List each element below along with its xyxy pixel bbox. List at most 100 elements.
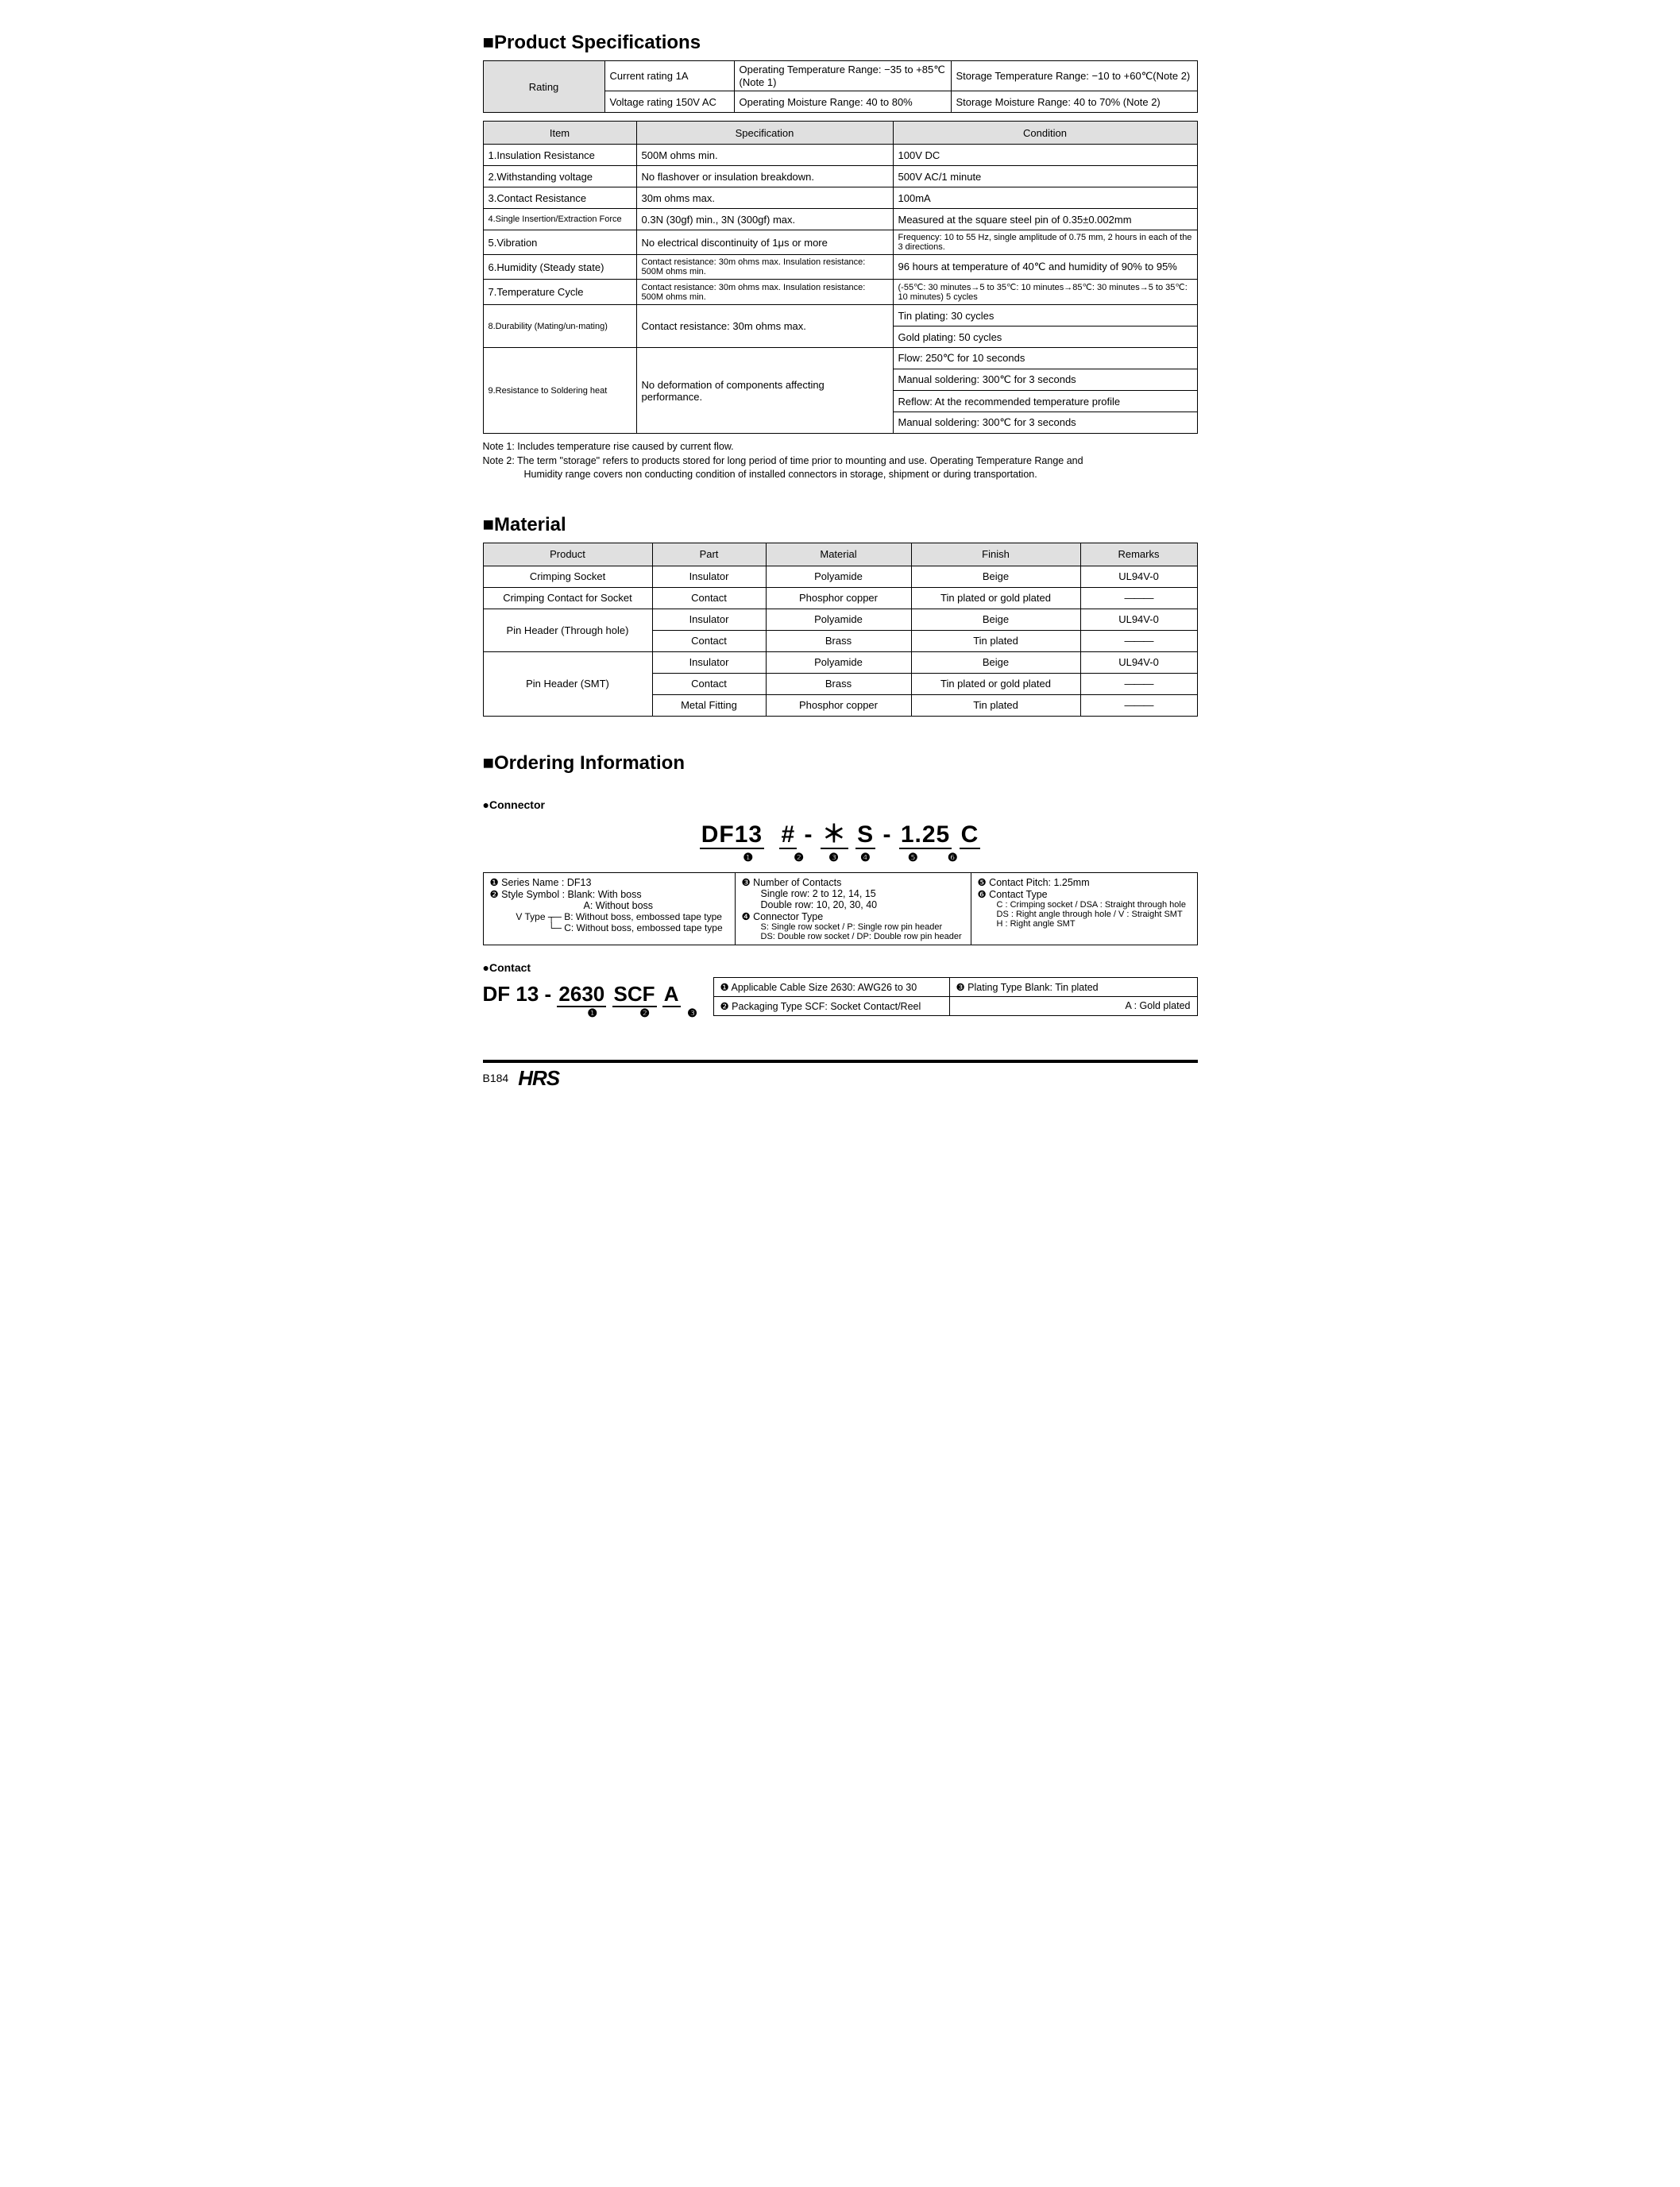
info-contact-type: ❻ Contact Type <box>978 888 1191 900</box>
info-ds-dp: DS: Double row socket / DP: Double row p… <box>742 932 964 941</box>
spec-value: Contact resistance: 30m ohms max. Insula… <box>636 280 893 305</box>
note-2a: Note 2: The term "storage" refers to pro… <box>483 454 1198 469</box>
spec-value: No flashover or insulation breakdown. <box>636 166 893 187</box>
spec-item: 4.Single Insertion/Extraction Force <box>483 209 636 230</box>
section-title-ordering: ■Ordering Information <box>483 752 1198 775</box>
material-cell: Phosphor copper <box>766 694 911 716</box>
rating-voltage: Voltage rating 150V AC <box>604 91 734 113</box>
spec-item: 8.Durability (Mating/un-mating) <box>483 305 636 348</box>
spec-value: No deformation of components affecting p… <box>636 348 893 434</box>
material-cell: UL94V-0 <box>1080 609 1197 630</box>
spec-value: No electrical discontinuity of 1μs or mo… <box>636 230 893 255</box>
contact-sub: ●Contact <box>483 961 1198 974</box>
connector-circled-row: ❶ ❷ ❸ ❹ ❺ ❻ <box>483 851 1198 864</box>
material-cell: Beige <box>911 651 1080 673</box>
mat-th-remarks: Remarks <box>1080 543 1197 566</box>
spec-th-spec: Specification <box>636 122 893 145</box>
spec-value: 30m ohms max. <box>636 187 893 209</box>
connector-info-table: ❶ Series Name : DF13 ❷ Style Symbol : Bl… <box>483 872 1198 945</box>
rating-table: Rating Current rating 1A Operating Tempe… <box>483 60 1198 113</box>
spec-condition: Flow: 250℃ for 10 seconds <box>893 348 1197 369</box>
spec-value: 500M ohms min. <box>636 145 893 166</box>
material-cell: Beige <box>911 566 1080 587</box>
material-product: Crimping Contact for Socket <box>483 587 652 609</box>
contact-plating: ❸ Plating Type Blank: Tin plated <box>949 977 1197 996</box>
info-vtype: V Type ┬─ B: Without boss, embossed tape… <box>490 911 728 933</box>
material-cell: Insulator <box>652 609 766 630</box>
material-product: Pin Header (SMT) <box>483 651 652 716</box>
spec-value: 0.3N (30gf) min., 3N (300gf) max. <box>636 209 893 230</box>
material-cell: Insulator <box>652 566 766 587</box>
spec-item: 6.Humidity (Steady state) <box>483 255 636 280</box>
material-cell: Metal Fitting <box>652 694 766 716</box>
material-cell: ——— <box>1080 630 1197 651</box>
mat-th-product: Product <box>483 543 652 566</box>
spec-condition: Tin plating: 30 cycles <box>893 305 1197 327</box>
spec-condition: 100mA <box>893 187 1197 209</box>
spec-item: 3.Contact Resistance <box>483 187 636 209</box>
mat-th-material: Material <box>766 543 911 566</box>
mat-th-finish: Finish <box>911 543 1080 566</box>
spec-table: Item Specification Condition 1.Insulatio… <box>483 121 1198 434</box>
material-cell: Polyamide <box>766 566 911 587</box>
spec-item: 2.Withstanding voltage <box>483 166 636 187</box>
material-cell: UL94V-0 <box>1080 651 1197 673</box>
page-number: B184 <box>483 1072 509 1084</box>
spec-item: 1.Insulation Resistance <box>483 145 636 166</box>
info-style: ❷ Style Symbol : Blank: With boss <box>490 888 728 900</box>
info-s-p: S: Single row socket / P: Single row pin… <box>742 922 964 932</box>
page-footer: B184 HRS <box>483 1060 1198 1091</box>
spec-condition: (-55℃: 30 minutes→5 to 35℃: 10 minutes→8… <box>893 280 1197 305</box>
spec-item: 7.Temperature Cycle <box>483 280 636 305</box>
spec-value: Contact resistance: 30m ohms max. <box>636 305 893 348</box>
info-pitch: ❺ Contact Pitch: 1.25mm <box>978 876 1191 888</box>
info-single-row: Single row: 2 to 12, 14, 15 <box>742 888 964 899</box>
material-cell: Beige <box>911 609 1080 630</box>
material-cell: ——— <box>1080 673 1197 694</box>
info-series: ❶ Series Name : DF13 <box>490 876 728 888</box>
info-conn-type: ❹ Connector Type <box>742 910 964 922</box>
material-cell: Tin plated <box>911 694 1080 716</box>
material-product: Crimping Socket <box>483 566 652 587</box>
material-cell: Phosphor copper <box>766 587 911 609</box>
material-cell: Polyamide <box>766 651 911 673</box>
rating-op-moist: Operating Moisture Range: 40 to 80% <box>734 91 951 113</box>
info-ds-v: DS : Right angle through hole / V : Stra… <box>978 910 1191 919</box>
material-product: Pin Header (Through hole) <box>483 609 652 651</box>
spec-item: 9.Resistance to Soldering heat <box>483 348 636 434</box>
spec-condition: 100V DC <box>893 145 1197 166</box>
info-contacts: ❸ Number of Contacts <box>742 876 964 888</box>
spec-condition: Frequency: 10 to 55 Hz, single amplitude… <box>893 230 1197 255</box>
material-cell: Contact <box>652 630 766 651</box>
rating-stor-temp: Storage Temperature Range: −10 to +60℃(N… <box>951 61 1197 91</box>
section-title-spec: ■Product Specifications <box>483 32 1198 54</box>
spec-condition: Manual soldering: 300℃ for 3 seconds <box>893 369 1197 391</box>
spec-condition: Manual soldering: 300℃ for 3 seconds <box>893 412 1197 434</box>
spec-condition: 96 hours at temperature of 40℃ and humid… <box>893 255 1197 280</box>
material-cell: Insulator <box>652 651 766 673</box>
material-cell: ——— <box>1080 694 1197 716</box>
rating-op-temp: Operating Temperature Range: −35 to +85℃… <box>734 61 951 91</box>
spec-value: Contact resistance: 30m ohms max. Insula… <box>636 255 893 280</box>
spec-item: 5.Vibration <box>483 230 636 255</box>
contact-plating-a: A : Gold plated <box>949 996 1197 1015</box>
contact-info-table: ❶ Applicable Cable Size 2630: AWG26 to 3… <box>713 977 1198 1016</box>
contact-cable: ❶ Applicable Cable Size 2630: AWG26 to 3… <box>713 977 949 996</box>
rating-label: Rating <box>483 61 604 113</box>
contact-packaging: ❷ Packaging Type SCF: Socket Contact/Ree… <box>713 996 949 1015</box>
material-cell: Tin plated or gold plated <box>911 673 1080 694</box>
material-cell: ——— <box>1080 587 1197 609</box>
material-table: Product Part Material Finish Remarks Cri… <box>483 543 1198 717</box>
material-cell: Tin plated or gold plated <box>911 587 1080 609</box>
spec-condition: 500V AC/1 minute <box>893 166 1197 187</box>
spec-condition: Reflow: At the recommended temperature p… <box>893 391 1197 412</box>
note-1: Note 1: Includes temperature rise caused… <box>483 440 1198 454</box>
notes-block: Note 1: Includes temperature rise caused… <box>483 440 1198 482</box>
note-2b: Humidity range covers non conducting con… <box>524 468 1198 482</box>
info-style-a: A: Without boss <box>490 900 728 911</box>
rating-stor-moist: Storage Moisture Range: 40 to 70% (Note … <box>951 91 1197 113</box>
contact-part-number: DF 13 - 2630 SCF A <box>483 982 713 1007</box>
spec-th-cond: Condition <box>893 122 1197 145</box>
mat-th-part: Part <box>652 543 766 566</box>
hrs-logo: HRS <box>518 1066 559 1091</box>
